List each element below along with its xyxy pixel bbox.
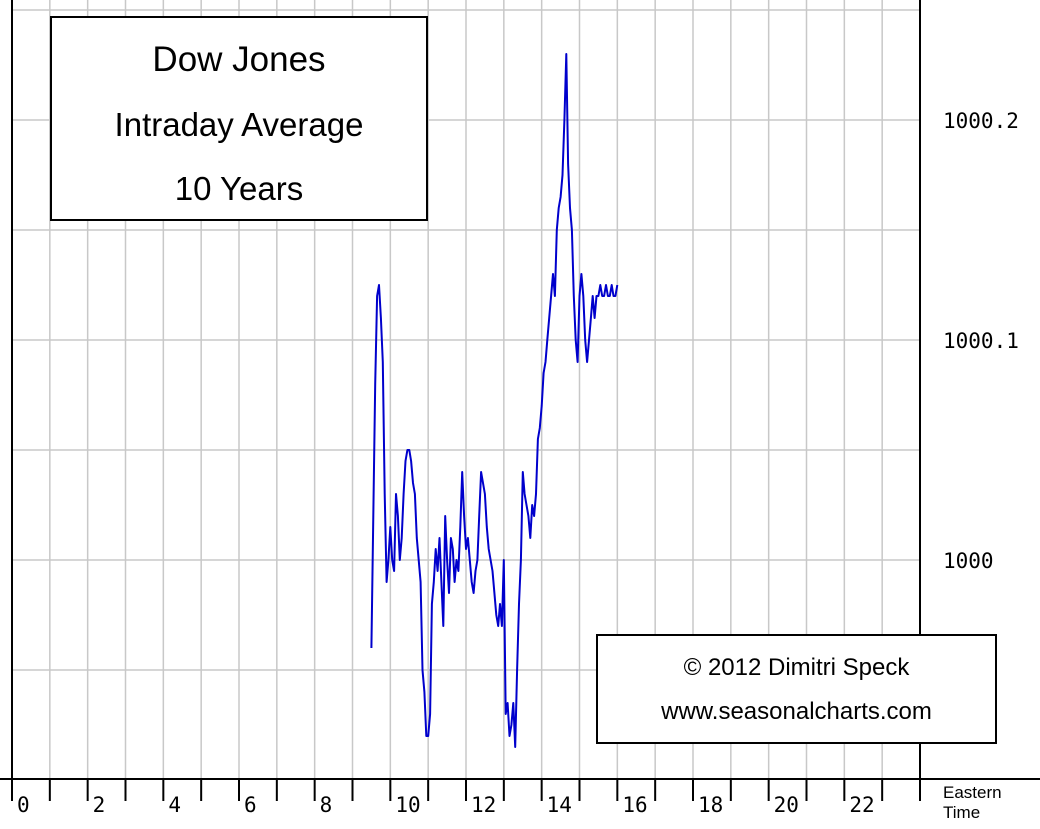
x-tick-label: 16 (622, 793, 647, 817)
y-tick-label: 1000 (943, 549, 994, 573)
x-tick-label: 10 (395, 793, 420, 817)
y-tick-label: 1000.1 (943, 329, 1019, 353)
x-tick-label: 12 (471, 793, 496, 817)
credit-line1: © 2012 Dimitri Speck (683, 654, 910, 681)
chart-title-line1: Dow Jones (152, 40, 326, 79)
x-axis-label-line2: Time (943, 803, 980, 822)
chart-title-line2: Intraday Average (114, 106, 364, 143)
y-tick-labels: 1000.2 1000.1 1000 (943, 109, 1019, 573)
x-axis-label-line1: Eastern (943, 783, 1002, 802)
series-line (370, 53, 619, 748)
x-tick-label: 20 (774, 793, 799, 817)
y-tick-label: 1000.2 (943, 109, 1019, 133)
x-tick-labels: 0 2 4 6 8 10 12 14 16 18 20 22 (17, 793, 875, 817)
title-box: Dow Jones Intraday Average 10 Years (50, 16, 428, 221)
credit-box: © 2012 Dimitri Speck www.seasonalcharts.… (596, 634, 997, 744)
x-tick-label: 8 (320, 793, 333, 817)
x-tick-label: 18 (698, 793, 723, 817)
x-tick-label: 22 (849, 793, 874, 817)
x-tick-label: 4 (168, 793, 181, 817)
x-tick-label: 0 (17, 793, 30, 817)
chart-title-line3: 10 Years (174, 170, 304, 207)
x-tick-label: 2 (93, 793, 106, 817)
x-tick-label: 14 (547, 793, 572, 817)
series-layer (370, 53, 619, 748)
x-tick-label: 6 (244, 793, 257, 817)
credit-line2: www.seasonalcharts.com (661, 698, 932, 725)
